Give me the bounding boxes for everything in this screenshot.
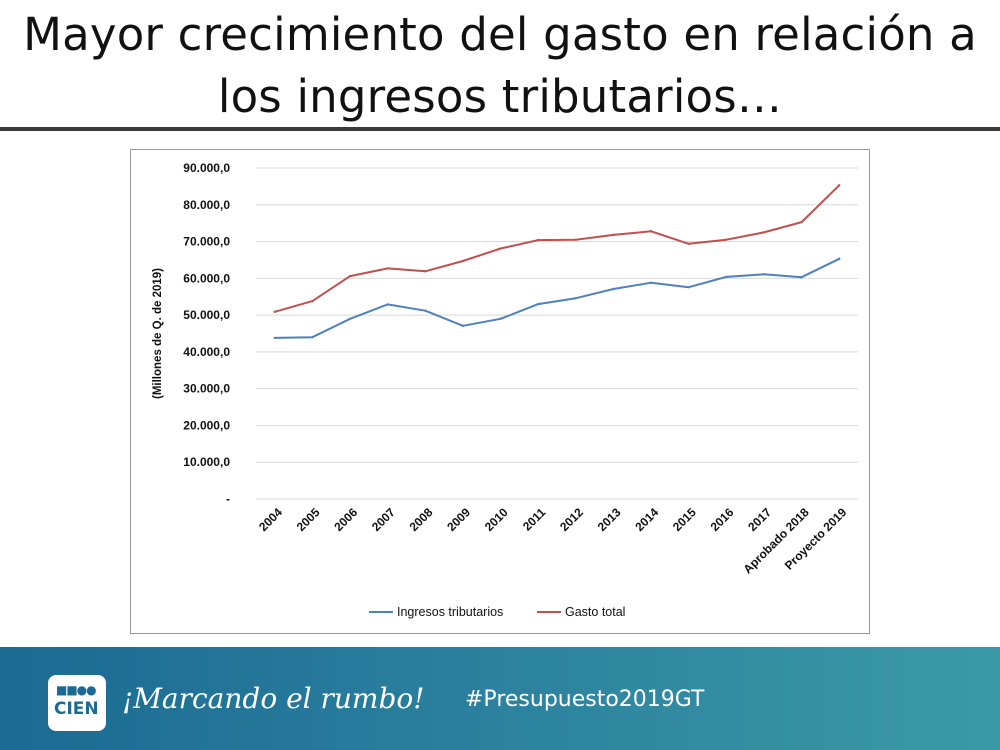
data-point: [424, 309, 427, 312]
legend-label: Gasto total: [565, 605, 625, 619]
data-point: [649, 230, 653, 233]
y-tick-label: 10.000,0: [183, 455, 230, 469]
y-tick-label: 70.000,0: [183, 235, 230, 249]
data-point: [386, 303, 389, 306]
y-tick-label: 30.000,0: [183, 382, 230, 396]
y-tick-label: 50.000,0: [183, 308, 230, 322]
data-point: [574, 238, 578, 241]
slide-title-line-2: los ingresos tributarios…: [217, 70, 783, 123]
legend-label: Ingresos tributarios: [397, 605, 503, 619]
y-tick-label: 60.000,0: [183, 271, 230, 285]
slogan: ¡Marcando el rumbo!: [122, 682, 425, 715]
data-point: [499, 317, 502, 320]
data-point: [461, 324, 465, 327]
data-point: [311, 299, 314, 303]
y-tick-label: 80.000,0: [183, 198, 230, 212]
logo-mark-icon: ■■●●: [56, 683, 97, 697]
line-chart: - 10.000,0 20.000,0 30.000,0 40.000,0 50.000,…: [152, 161, 858, 619]
x-tick-label: 2004: [256, 505, 285, 534]
x-tick-label: Aprobado 2018: [740, 505, 811, 576]
data-point: [612, 233, 615, 237]
data-point: [311, 335, 314, 339]
series-line-gasto: [273, 184, 841, 313]
x-tick-label: 2015: [670, 505, 699, 534]
data-point: [536, 238, 540, 242]
y-axis-label: (Millones de Q. de 2019): [152, 268, 164, 399]
x-tick-label: 2010: [482, 505, 511, 534]
x-tick-label: 2008: [407, 505, 436, 534]
hashtag: #Presupuesto2019GT: [465, 687, 705, 712]
data-point: [725, 275, 728, 279]
data-point: [273, 336, 277, 340]
data-point: [499, 247, 502, 250]
data-point: [649, 281, 653, 284]
y-tick-label: 90.000,0: [183, 161, 230, 175]
x-tick-label: 2012: [557, 505, 586, 534]
data-point: [687, 242, 690, 245]
data-point: [574, 296, 578, 300]
data-point: [800, 220, 803, 224]
x-tick-label: 2013: [595, 505, 624, 534]
x-tick-label: 2016: [708, 505, 737, 534]
data-point: [536, 302, 540, 306]
footer-banner: ■■●● CIEN ¡Marcando el rumbo! #Presupues…: [0, 647, 1000, 750]
chart-frame: - 10.000,0 20.000,0 30.000,0 40.000,0 50.000,…: [130, 149, 870, 634]
data-point: [687, 285, 690, 289]
x-tick-label: 2007: [369, 505, 398, 534]
data-point: [273, 310, 277, 314]
data-point: [424, 270, 427, 273]
series-line-ingresos: [273, 257, 841, 339]
y-tick-label: 40.000,0: [183, 345, 230, 359]
data-point: [837, 257, 841, 261]
y-tick-label: 20.000,0: [183, 418, 230, 432]
slide-title: Mayor crecimiento del gasto en relación …: [0, 4, 1000, 128]
x-tick-label: 2005: [294, 505, 323, 534]
data-point: [348, 274, 352, 278]
data-point: [386, 267, 389, 270]
x-tick-label: 2006: [331, 505, 360, 534]
x-tick-label: 2017: [745, 505, 774, 534]
data-point: [837, 184, 841, 187]
data-point: [800, 276, 803, 279]
cien-logo: ■■●● CIEN: [48, 675, 106, 731]
data-point: [612, 287, 615, 291]
data-point: [762, 231, 766, 234]
x-tick-label: 2009: [444, 505, 473, 534]
slide-title-line-1: Mayor crecimiento del gasto en relación …: [23, 8, 977, 61]
title-divider: [0, 127, 1000, 131]
logo-text: CIEN: [54, 699, 99, 719]
data-point: [348, 317, 352, 320]
data-point: [461, 259, 465, 263]
data-point: [762, 273, 766, 276]
y-tick-label: -: [226, 492, 230, 506]
x-tick-label: 2011: [520, 505, 549, 534]
data-point: [725, 238, 728, 241]
x-tick-label: 2014: [632, 505, 661, 534]
